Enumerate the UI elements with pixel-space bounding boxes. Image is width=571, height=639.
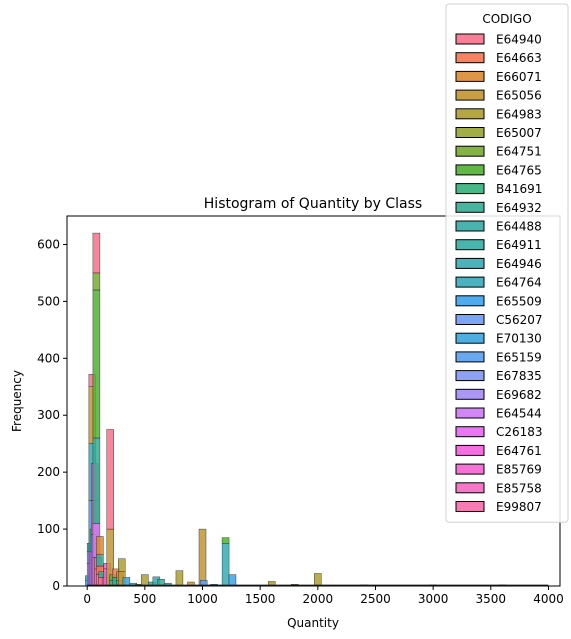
bar-e66071-bin-7 — [96, 536, 104, 555]
bar-e64765-bin-29 — [221, 537, 230, 544]
x-tick-label-7: 3500 — [476, 592, 507, 606]
legend-swatch-e64940 — [455, 33, 485, 45]
legend-swatch-e64488 — [455, 220, 485, 232]
x-tick-label-5: 2500 — [360, 592, 391, 606]
y-tick-label-2: 200 — [37, 465, 60, 479]
bar-e64751-bin-5 — [92, 272, 101, 291]
y-tick-label-6: 600 — [37, 237, 60, 251]
legend-swatch-e64983 — [455, 108, 485, 120]
legend-label-e64765: E64765 — [496, 163, 542, 177]
x-tick-label-6: 3000 — [418, 592, 449, 606]
legend-label-e64751: E64751 — [496, 145, 542, 159]
legend-swatch-e64761 — [455, 444, 485, 456]
bar-e64765-bin-5 — [92, 289, 101, 439]
legend-swatch-e64946 — [455, 257, 485, 269]
legend-title: CODIGO — [482, 12, 531, 26]
legend-swatch-c56207 — [455, 314, 485, 325]
legend-label-e65056: E65056 — [496, 89, 542, 103]
legend-label-e99807: E99807 — [496, 500, 542, 514]
x-tick-label-3: 1500 — [245, 592, 276, 606]
legend-swatch-e85758 — [455, 482, 485, 494]
legend-swatch-e64911 — [455, 239, 485, 251]
bar-e64983-bin-33 — [314, 573, 322, 587]
legend-label-c56207: C56207 — [496, 313, 543, 327]
bar-e64983-bin-15 — [118, 558, 126, 572]
y-tick-label-0: 0 — [52, 579, 60, 593]
bar-e65056-bin-26 — [198, 528, 207, 587]
legend-label-e64544: E64544 — [496, 407, 542, 421]
legend-label-e64940: E64940 — [496, 33, 542, 47]
legend-label-c26183: C26183 — [496, 425, 543, 439]
legend-swatch-b41691 — [455, 183, 485, 195]
legend: CODIGO E64940 E64663 E66071 E65056 E64983 E650… — [445, 3, 569, 523]
x-axis-label: Quantity — [287, 616, 339, 630]
legend-swatch-e64663 — [455, 52, 485, 64]
legend-swatch-e64765 — [455, 164, 485, 176]
legend-swatch-e69682 — [455, 388, 485, 400]
legend-label-e64761: E64761 — [496, 444, 542, 458]
bar-e64932-bin-5 — [92, 437, 101, 524]
legend-label-e70130: E70130 — [496, 332, 542, 346]
bar-e64983-bin-19 — [141, 574, 149, 587]
legend-swatch-e85769 — [455, 463, 485, 475]
legend-swatch-e65509 — [455, 295, 485, 307]
legend-label-e69682: E69682 — [496, 388, 542, 402]
legend-label-e64983: E64983 — [496, 107, 542, 121]
y-tick-label-1: 100 — [37, 522, 60, 536]
legend-label-e85758: E85758 — [496, 481, 542, 495]
y-tick-label-3: 300 — [37, 408, 60, 422]
legend-label-e64911: E64911 — [496, 238, 542, 252]
legend-swatch-e64932 — [455, 201, 485, 213]
x-tick-label-2: 1000 — [187, 592, 218, 606]
legend-label-e64663: E64663 — [496, 51, 542, 65]
legend-swatch-e65159 — [455, 351, 485, 363]
legend-label-e65007: E65007 — [496, 126, 542, 140]
legend-swatch-e64751 — [455, 145, 485, 157]
bar-e64946-bin-29 — [221, 543, 230, 587]
y-tick-label-5: 500 — [37, 294, 60, 308]
x-tick-label-1: 500 — [133, 592, 156, 606]
y-tick-label-4: 400 — [37, 351, 60, 365]
legend-swatch-e70130 — [455, 332, 485, 344]
legend-swatch-e64544 — [455, 407, 485, 419]
legend-label-e64488: E64488 — [496, 220, 542, 234]
legend-label-e64946: E64946 — [496, 257, 542, 271]
bar-e64940-bin-5 — [92, 232, 101, 274]
legend-label-b41691: B41691 — [496, 182, 542, 196]
legend-swatch-e66071 — [455, 70, 485, 82]
legend-label-e65509: E65509 — [496, 294, 542, 308]
legend-swatch-e67835 — [455, 370, 485, 382]
bar-e65509-bin-30 — [228, 574, 237, 587]
legend-label-e64764: E64764 — [496, 276, 542, 290]
bar-e64940-bin-11 — [106, 429, 114, 530]
legend-label-e67835: E67835 — [496, 369, 542, 383]
legend-label-e64932: E64932 — [496, 201, 542, 215]
legend-label-e85769: E85769 — [496, 463, 542, 477]
x-tick-label-8: 4000 — [533, 592, 564, 606]
x-tick-label-4: 2000 — [303, 592, 334, 606]
legend-swatch-c26183 — [455, 426, 485, 438]
legend-swatch-e99807 — [455, 501, 485, 512]
legend-label-e65159: E65159 — [496, 350, 542, 364]
x-tick-label-0: 0 — [83, 592, 91, 606]
axes: 0 500 1000 1500 2000 2500 3000 3500 4000 0 100 200 3… — [37, 215, 564, 606]
chart-title: Histogram of Quantity by Class — [204, 196, 422, 212]
legend-label-e66071: E66071 — [496, 70, 542, 84]
bar-e64932-bin-7 — [96, 554, 104, 567]
y-axis-label: Frequency — [10, 370, 24, 432]
legend-swatch-e65007 — [455, 127, 485, 138]
legend-swatch-e65056 — [455, 89, 485, 101]
bar-e64983-bin-24 — [175, 570, 184, 587]
legend-swatch-e64764 — [455, 276, 485, 288]
